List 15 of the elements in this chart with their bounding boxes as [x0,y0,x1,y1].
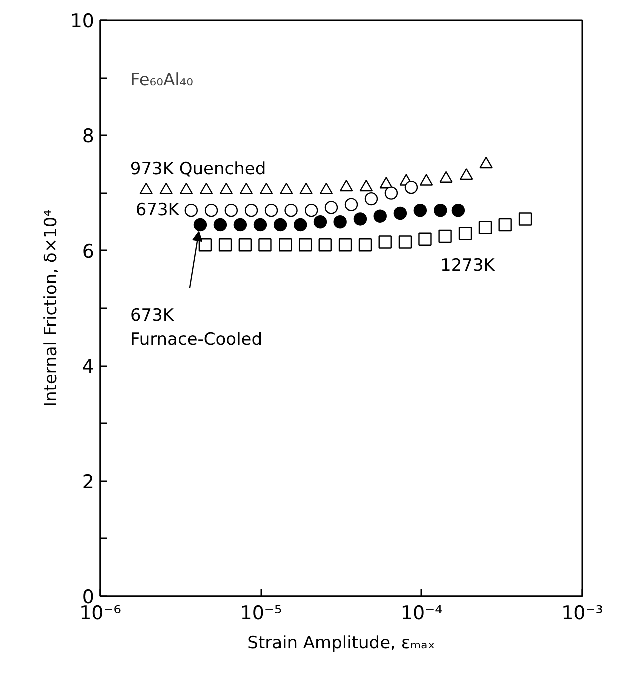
y-axis-title: Internal Friction, δ×10⁴ [41,210,62,407]
series-label: 973K Quenched [130,159,266,180]
text: 673K Furnace-Cooled [130,306,263,350]
series-label: 1273K [440,256,496,276]
x-tick-label: 10⁻⁵ [240,602,282,624]
series-label: 673K [136,200,180,221]
x-tick-label: 10⁻⁴ [400,602,444,624]
annotation: Fe₆₀Al₄₀ [130,70,194,90]
x-axis-title: Strain Amplitude, εₘₐₓ [248,634,436,654]
x-tick-label: 10⁻³ [562,602,604,624]
y-tick-label: 8 [82,126,95,148]
y-tick-label: 6 [82,240,95,263]
y-tick-label: 4 [82,356,95,378]
y-tick-label: 2 [82,471,95,494]
y-tick-label: 10 [70,10,95,32]
